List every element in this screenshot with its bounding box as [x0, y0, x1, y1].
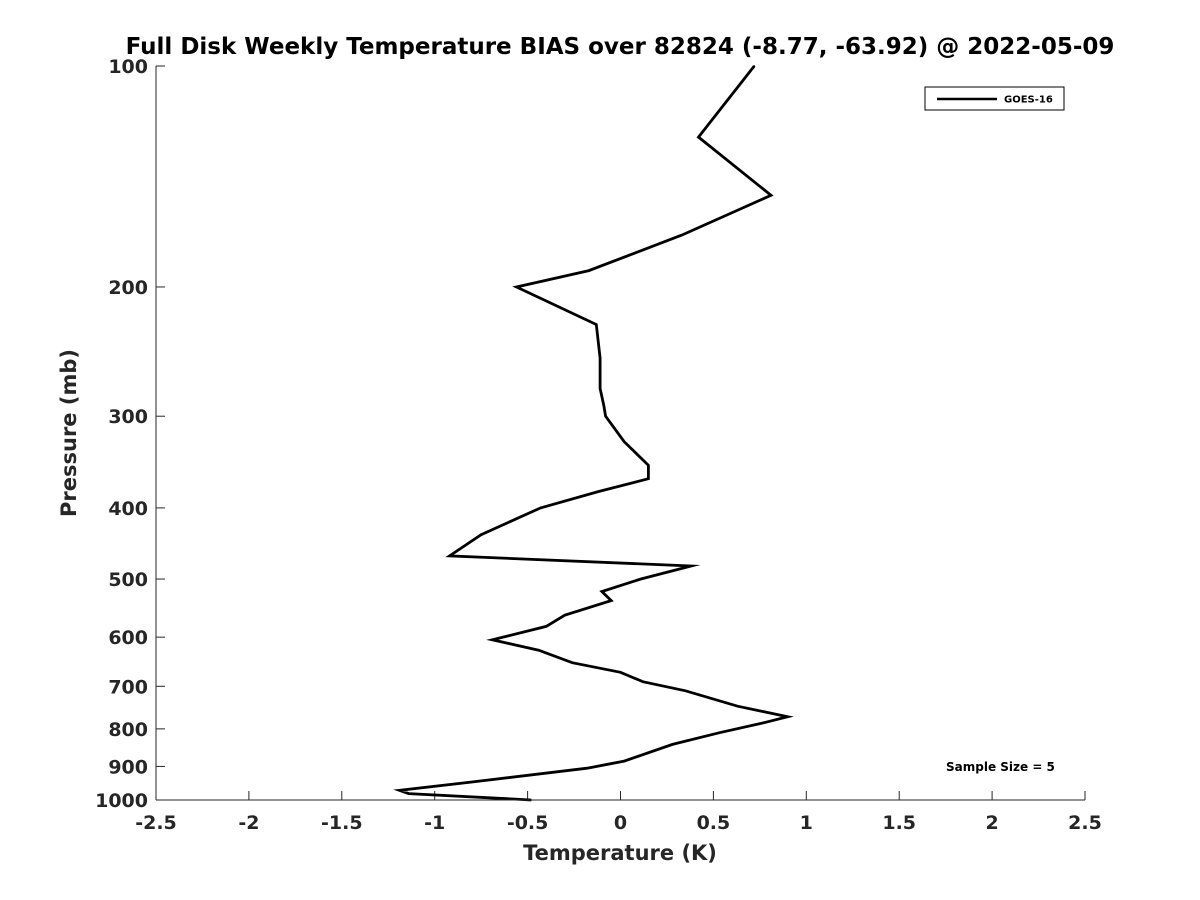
chart-title: Full Disk Weekly Temperature BIAS over 8… [126, 34, 1115, 60]
data-point [545, 625, 547, 628]
data-point [753, 65, 756, 67]
plot-area: -2.5 -2 -1.5 -1 -0.5 0 0.5 1 1.5 2 2.5 100 200 300 400… [95, 56, 1102, 834]
data-point [599, 357, 601, 359]
x-tick-label: -1.5 [321, 812, 363, 834]
data-point [407, 792, 410, 795]
data-point [762, 722, 765, 724]
data-point [623, 760, 625, 762]
x-tick-label: -2 [238, 812, 259, 834]
data-point [597, 490, 599, 493]
data-point [770, 194, 772, 197]
data-point [539, 507, 542, 509]
axes-layer [155, 66, 1085, 801]
data-point [491, 639, 494, 641]
y-tick-label: 400 [108, 498, 148, 520]
sample-size-annotation: Sample Size = 5 [946, 760, 1055, 774]
data-point [640, 578, 642, 580]
data-point [684, 690, 687, 692]
data-point [619, 671, 622, 674]
data-point [681, 234, 683, 236]
data-point [647, 464, 650, 467]
y-tick-label: 600 [108, 627, 148, 649]
data-point [697, 136, 700, 138]
y-tick-label: 100 [108, 56, 148, 78]
x-axis-label: Temperature (K) [523, 841, 717, 865]
y-tick-label: 500 [108, 569, 148, 591]
x-tick-label: -1 [424, 812, 445, 834]
data-point [642, 680, 644, 683]
y-tick-label: 1000 [95, 790, 148, 812]
data-point [564, 614, 566, 616]
data-point [586, 767, 588, 769]
data-point [690, 565, 692, 567]
x-tick-label: 2 [985, 812, 998, 834]
data-point [448, 555, 451, 557]
data-point [480, 533, 482, 536]
x-tick-label: 0 [614, 812, 627, 834]
data-point [601, 590, 603, 593]
y-tick-label: 700 [108, 676, 148, 698]
x-tick-label: 0.5 [697, 812, 731, 834]
x-tick-label: 2.5 [1068, 812, 1102, 834]
y-tick-label: 900 [108, 756, 148, 778]
data-point [537, 649, 540, 651]
data-point [786, 715, 789, 718]
data-layer [393, 65, 794, 802]
y-tick-label: 800 [108, 719, 148, 741]
ticks-layer: -2.5 -2 -1.5 -1 -0.5 0 0.5 1 1.5 2 2.5 100 200 300 400… [95, 56, 1102, 834]
data-point [647, 477, 650, 480]
legend: GOES-16 [924, 86, 1065, 111]
x-tick-label: -2.5 [135, 812, 177, 834]
x-tick-label: 1 [800, 812, 813, 834]
data-point [398, 789, 401, 792]
data-point [595, 323, 598, 326]
x-tick-label: 1.5 [882, 812, 916, 834]
data-point [588, 269, 590, 272]
data-point [671, 743, 674, 746]
x-tick-label: -0.5 [507, 812, 549, 834]
y-tick-label: 200 [108, 277, 148, 299]
data-point [718, 732, 720, 734]
data-point [515, 286, 518, 288]
data-point [599, 387, 601, 390]
data-point [610, 599, 612, 602]
legend-entry-goes-16: GOES-16 [1004, 95, 1053, 106]
y-tick-label: 300 [108, 406, 148, 428]
data-point [604, 415, 607, 418]
data-point [623, 440, 625, 443]
data-point [571, 661, 573, 664]
y-axis-label: Pressure (mb) [57, 349, 81, 517]
data-point [736, 705, 739, 707]
data-point [603, 404, 605, 407]
data-point [471, 781, 473, 783]
